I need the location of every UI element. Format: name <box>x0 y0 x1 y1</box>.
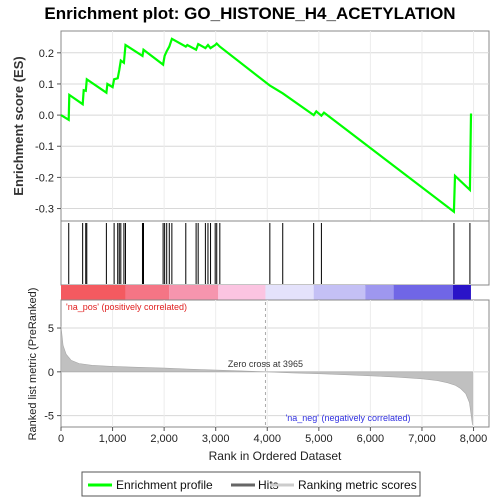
es-y-tick-label: -0.2 <box>35 172 54 184</box>
es-y-axis: 0.2 0.1 0.0 -0.1 -0.2 -0.3 <box>35 48 61 216</box>
heatmap-segment <box>365 285 394 300</box>
es-y-tick-label: -0.3 <box>35 204 54 216</box>
ranked-y-axis: 5 0 -5 <box>44 323 61 423</box>
ranked-x-tick-label: 2,000 <box>150 433 178 445</box>
ranked-x-axis: 0 1,000 2,000 3,000 4,000 5,000 6,000 7,000 8,00… <box>58 427 487 445</box>
ranked-y-tick-label: -5 <box>44 411 54 423</box>
ranked-y-tick-label: 5 <box>48 323 54 335</box>
es-grid <box>61 31 489 221</box>
heatmap-segment <box>313 285 366 300</box>
legend-label-hits: Hits <box>258 478 279 492</box>
rank-heatmap-bar <box>61 285 471 300</box>
ranked-x-axis-label: Rank in Ordered Dataset <box>209 449 342 463</box>
ranked-x-tick-label: 7,000 <box>408 433 436 445</box>
es-y-tick-label: 0.0 <box>39 110 54 122</box>
ranked-x-tick-label: 5,000 <box>305 433 333 445</box>
ranked-metric-panel: 5 0 -5 0 1,000 2,000 3,000 4,000 5,000 6,000 7,00… <box>27 288 490 463</box>
pos-correlated-label: 'na_pos' (positively correlated) <box>66 302 187 312</box>
ranked-x-tick-label: 4,000 <box>253 433 281 445</box>
es-plot-area <box>60 30 490 222</box>
legend: Enrichment profile Hits Ranking metric s… <box>81 471 421 497</box>
zero-cross-label: Zero cross at 3965 <box>228 359 303 369</box>
legend-label-enrichment: Enrichment profile <box>116 478 213 492</box>
ranked-x-tick-label: 0 <box>58 433 64 445</box>
ranked-y-axis-label: Ranked list metric (PreRanked) <box>27 288 39 441</box>
hits-markers <box>68 223 471 284</box>
chart-title: Enrichment plot: GO_HISTONE_H4_ACETYLATI… <box>44 4 455 23</box>
es-y-tick-label: 0.2 <box>39 48 54 60</box>
heatmap-segment <box>61 285 126 300</box>
legend-label-ranking: Ranking metric scores <box>298 478 417 492</box>
es-y-axis-label: Enrichment score (ES) <box>11 56 26 195</box>
heatmap-segment <box>393 285 453 300</box>
heatmap-segment <box>265 285 314 300</box>
heatmap-segment <box>452 285 471 300</box>
heatmap-segment <box>169 285 219 300</box>
ranked-x-tick-label: 1,000 <box>99 433 127 445</box>
ranked-x-tick-label: 3,000 <box>202 433 230 445</box>
hits-panel <box>60 220 490 286</box>
es-panel: 0.2 0.1 0.0 -0.1 -0.2 -0.3 Enrichment score (… <box>11 30 490 222</box>
ranking-metric-area <box>60 326 473 426</box>
ranked-plot-area <box>60 299 490 428</box>
heatmap-segment <box>125 285 170 300</box>
heatmap-segment <box>218 285 266 300</box>
es-y-tick-label: -0.1 <box>35 141 54 153</box>
neg-correlated-label: 'na_neg' (negatively correlated) <box>285 413 410 423</box>
hits-plot-area <box>60 220 490 286</box>
ranked-x-tick-label: 6,000 <box>357 433 385 445</box>
enrichment-profile-line <box>60 37 473 214</box>
es-y-tick-label: 0.1 <box>39 79 54 91</box>
ranked-x-tick-label: 8,000 <box>460 433 488 445</box>
ranked-y-tick-label: 0 <box>48 367 54 379</box>
